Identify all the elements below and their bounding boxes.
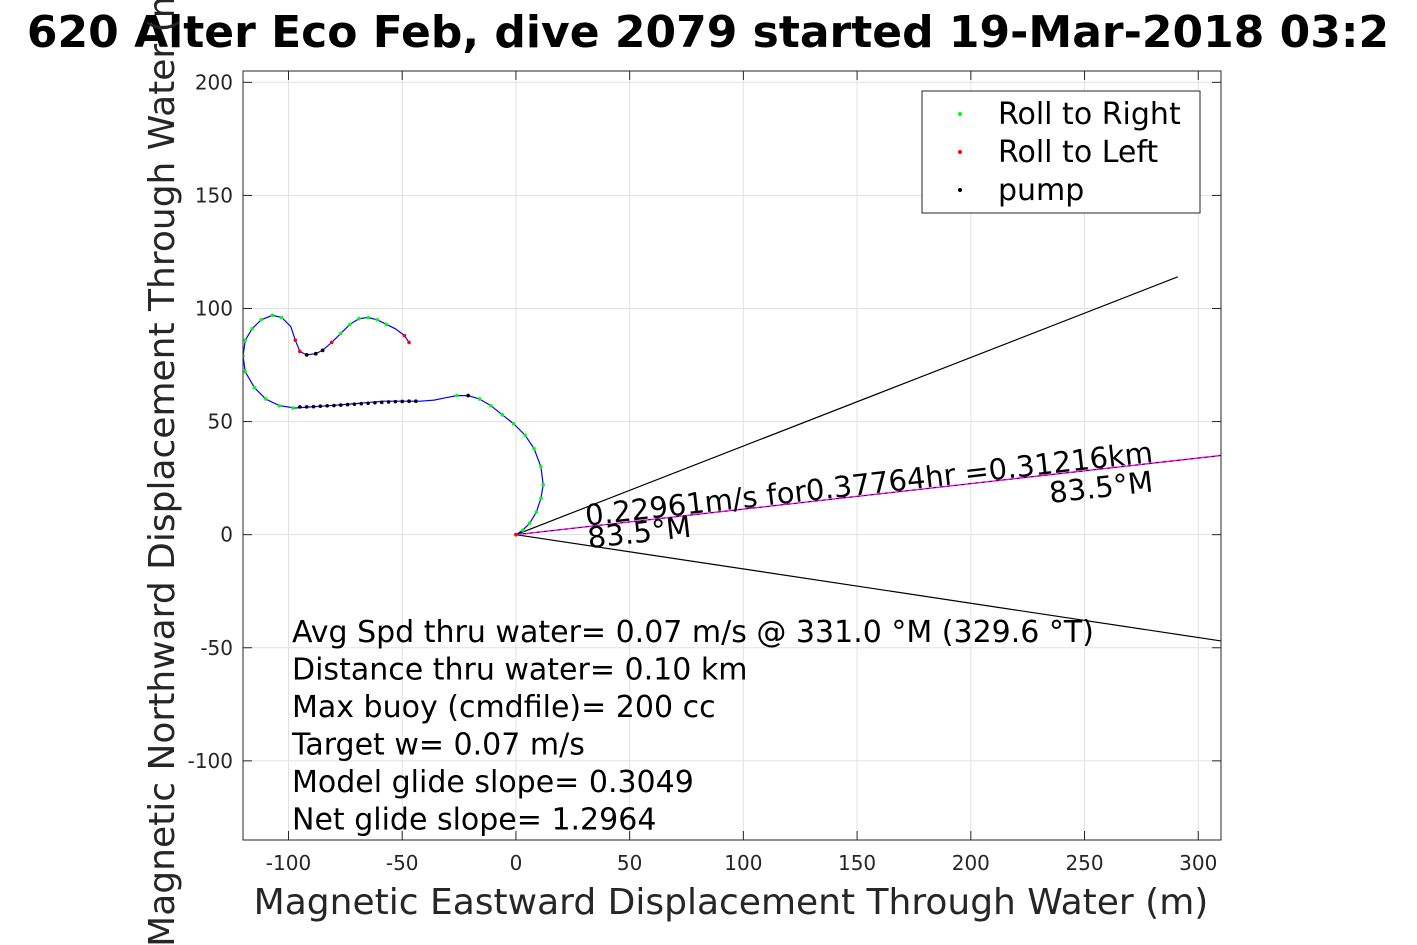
chart-title: 620 Alter Eco Feb, dive 2079 started 19-… [27, 7, 1389, 58]
point-roll-to-right [384, 322, 389, 327]
point-pump [386, 400, 391, 404]
x-tick-label: 300 [1179, 851, 1217, 875]
point-roll-to-right [252, 385, 257, 390]
legend-marker [958, 112, 962, 116]
legend-box [921, 90, 1201, 214]
heading-line [515, 276, 1179, 536]
plot-area: 0.22961m/s for0.37764hr =0.31216km83.5°M… [188, 70, 1222, 875]
point-pump [414, 399, 418, 404]
plot-frame [242, 70, 1222, 841]
point-pump [466, 393, 470, 398]
point-roll-to-right [375, 317, 379, 322]
point-roll-to-right [291, 406, 295, 410]
point-roll-to-right [357, 316, 361, 321]
y-tick-label: 100 [195, 296, 233, 320]
point-roll-to-right [250, 327, 254, 331]
point-roll-to-right [511, 422, 516, 426]
point-pump [379, 400, 384, 405]
point-roll-to-right [263, 397, 268, 401]
y-tick-label: 200 [195, 70, 233, 94]
point-pump [400, 399, 405, 404]
point-pump [352, 402, 357, 406]
legend-label: pump [998, 173, 1084, 208]
point-roll-to-right [279, 315, 284, 320]
point-pump [407, 399, 411, 404]
point-roll-to-left [402, 333, 407, 338]
x-tick-label: 250 [1065, 851, 1103, 875]
point-pump [320, 348, 325, 353]
point-roll-to-right [500, 412, 505, 417]
point-pump [339, 403, 343, 407]
point-roll-to-left [514, 532, 518, 537]
point-pump [304, 405, 309, 409]
heading-line [515, 454, 1221, 536]
point-pump [366, 401, 370, 406]
stats-line: Max buoy (cmdfile)= 200 cc [292, 690, 716, 725]
y-tick-label: 0 [220, 523, 233, 547]
point-roll-to-right [348, 322, 352, 327]
point-roll-to-right [523, 433, 527, 437]
point-roll-to-right [539, 496, 543, 501]
point-roll-to-right [541, 483, 546, 487]
stats-line: Target w= 0.07 m/s [291, 728, 585, 763]
point-roll-to-right [339, 331, 343, 336]
point-roll-to-right [527, 521, 532, 526]
y-tick-label: -50 [200, 636, 233, 660]
point-roll-to-right [520, 528, 525, 532]
point-pump [345, 402, 350, 407]
point-pump [311, 404, 316, 409]
x-tick-label: 50 [617, 851, 642, 875]
x-tick-label: 150 [838, 851, 876, 875]
y-tick-label: -100 [188, 749, 233, 773]
legend-marker [958, 188, 962, 192]
stats-line: Model glide slope= 0.3049 [292, 765, 694, 800]
heading-line [515, 534, 1221, 642]
x-tick-label: -50 [386, 851, 419, 875]
stats-line: Avg Spd thru water= 0.07 m/s @ 331.0 °M … [292, 615, 1094, 650]
x-axis-label: Magnetic Eastward Displacement Through W… [254, 882, 1209, 923]
stats-line: Net glide slope= 1.2964 [292, 803, 656, 838]
point-roll-to-left [329, 340, 334, 345]
point-pump [325, 403, 329, 408]
x-tick-label: 200 [952, 851, 990, 875]
legend-label: Roll to Right [998, 97, 1181, 132]
legend-label: Roll to Left [998, 135, 1158, 170]
stats-line: Distance thru water= 0.10 km [292, 653, 747, 688]
point-pump [304, 353, 309, 357]
legend-marker [958, 150, 962, 154]
y-tick-label: 150 [195, 183, 233, 207]
dive-track-line [243, 314, 544, 536]
point-roll-to-right [366, 315, 370, 320]
x-tick-label: 0 [510, 851, 523, 875]
point-roll-to-left [407, 340, 411, 345]
y-tick-label: 50 [208, 410, 233, 434]
point-pump [373, 401, 377, 405]
point-pump [313, 351, 318, 356]
point-pump [318, 404, 323, 408]
point-roll-to-right [270, 313, 275, 318]
point-roll-to-left [293, 338, 298, 342]
point-roll-to-right [532, 446, 536, 451]
point-pump [393, 399, 398, 404]
point-roll-to-right [277, 403, 282, 408]
y-axis-label: Magnetic Northward Displacement Through … [142, 0, 183, 945]
point-roll-to-right [477, 397, 482, 401]
point-pump [298, 405, 302, 409]
point-roll-to-right [243, 338, 248, 342]
point-roll-to-right [454, 393, 459, 398]
point-pump [332, 403, 336, 408]
x-tick-label: 100 [724, 851, 762, 875]
point-roll-to-left [298, 349, 302, 354]
x-tick-label: -100 [266, 851, 311, 875]
point-roll-to-right [259, 317, 263, 322]
point-roll-to-right [489, 403, 493, 408]
point-roll-to-right [534, 510, 539, 514]
point-roll-to-right [539, 465, 543, 469]
point-roll-to-right [243, 370, 248, 374]
point-pump [359, 401, 364, 406]
